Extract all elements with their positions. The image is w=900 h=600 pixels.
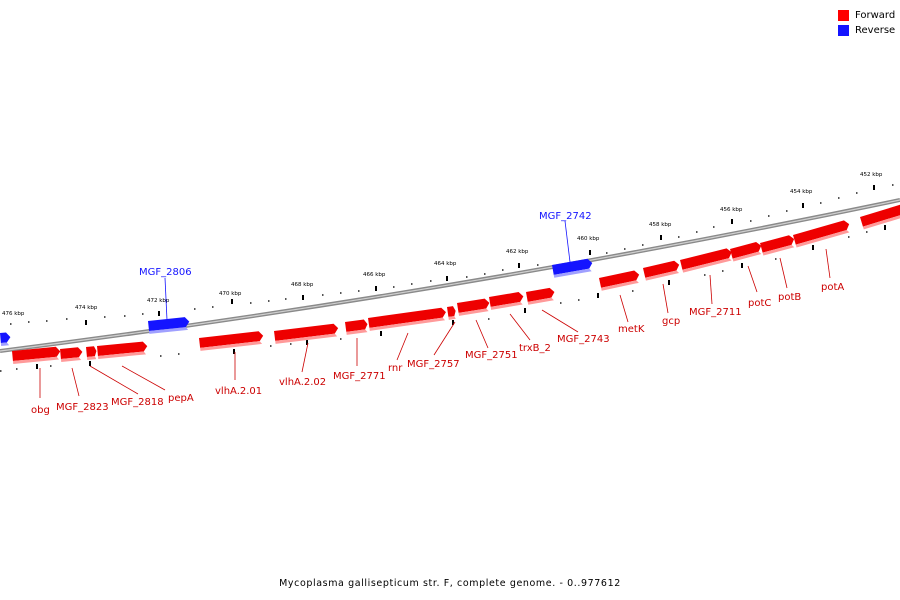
gene-pota[interactable] bbox=[793, 219, 851, 248]
scale-label: 466 kbp bbox=[363, 272, 386, 278]
reverse-genes bbox=[0, 258, 594, 346]
gene-label-potb[interactable]: potB bbox=[778, 292, 801, 303]
gene-label-pepa[interactable]: pepA bbox=[168, 393, 194, 404]
gene-mgf-2757[interactable] bbox=[447, 306, 457, 320]
gene-mgf-2711[interactable] bbox=[680, 247, 734, 273]
gene-label-trxb-2[interactable]: trxB_2 bbox=[519, 343, 551, 354]
scale-label: 476 kbp bbox=[2, 311, 25, 317]
gene-mgf-2751[interactable] bbox=[457, 298, 491, 316]
gene-label-mgf-2806[interactable]: MGF_2806 bbox=[139, 267, 192, 278]
gene-label-rnr[interactable]: rnr bbox=[388, 363, 403, 374]
scale-label: 454 kbp bbox=[790, 189, 813, 195]
gene-label-mgf-2742[interactable]: MGF_2742 bbox=[539, 211, 592, 222]
gene-pepa[interactable] bbox=[97, 341, 148, 359]
scale-label: 462 kbp bbox=[506, 249, 529, 255]
gene-label-mgf-2818[interactable]: MGF_2818 bbox=[111, 397, 164, 408]
gene-vlha-2-02[interactable] bbox=[274, 323, 339, 344]
genome-caption: Mycoplasma gallisepticum str. F, complet… bbox=[279, 578, 621, 589]
scale-label: 452 kbp bbox=[860, 172, 883, 178]
scale-label: 460 kbp bbox=[577, 236, 600, 242]
gene-rnr[interactable] bbox=[368, 307, 447, 331]
gene-mgf-2823[interactable] bbox=[60, 347, 83, 362]
reverse-swatch bbox=[838, 25, 849, 36]
gene-mgf-2818[interactable] bbox=[86, 346, 97, 360]
legend-forward-label: Forward bbox=[855, 10, 896, 21]
gene-obg[interactable] bbox=[12, 346, 61, 364]
scale-label: 474 kbp bbox=[75, 305, 98, 311]
gene-label-gcp[interactable]: gcp bbox=[662, 316, 680, 327]
forward-swatch bbox=[838, 10, 849, 21]
legend-reverse-label: Reverse bbox=[855, 25, 896, 36]
gene-mgf-2742[interactable] bbox=[552, 258, 594, 278]
gene-label-vlha-2-02[interactable]: vlhA.2.02 bbox=[279, 377, 326, 388]
scale-label: 456 kbp bbox=[720, 207, 743, 213]
scale-label: 470 kbp bbox=[219, 291, 242, 297]
gene-label-mgf-2711[interactable]: MGF_2711 bbox=[689, 307, 742, 318]
scale-label: 464 kbp bbox=[434, 261, 457, 267]
legend-reverse: Reverse bbox=[838, 23, 895, 38]
scale-label: 458 kbp bbox=[649, 222, 672, 228]
forward-genes bbox=[12, 203, 900, 364]
leader-lines bbox=[39, 248, 831, 398]
scale-ticks-upper bbox=[10, 184, 894, 325]
gene-gcp[interactable] bbox=[643, 260, 681, 281]
gene-mgf-2806[interactable] bbox=[148, 317, 190, 334]
genome-backbone bbox=[0, 198, 900, 353]
legend-forward: Forward bbox=[838, 8, 895, 23]
gene-mgf-2743[interactable] bbox=[526, 287, 556, 305]
gene-label-mgf-2751[interactable]: MGF_2751 bbox=[465, 350, 518, 361]
gene-label-mgf-2757[interactable]: MGF_2757 bbox=[407, 359, 460, 370]
legend: Forward Reverse bbox=[838, 8, 895, 38]
gene-potb[interactable] bbox=[760, 234, 796, 256]
scale-label: 468 kbp bbox=[291, 282, 314, 288]
gene-label-pota[interactable]: potA bbox=[821, 282, 844, 293]
gene-trxb-2[interactable] bbox=[489, 291, 525, 310]
scale-label: 472 kbp bbox=[147, 298, 170, 304]
gene-partial-right[interactable] bbox=[860, 203, 900, 230]
gene-potc[interactable] bbox=[730, 241, 763, 262]
gene-label-mgf-2771[interactable]: MGF_2771 bbox=[333, 371, 386, 382]
gene-label-mgf-2743[interactable]: MGF_2743 bbox=[557, 334, 610, 345]
gene-mgf-2771[interactable] bbox=[345, 319, 369, 335]
gene-label-obg[interactable]: obg bbox=[31, 405, 50, 416]
gene-metk[interactable] bbox=[599, 270, 641, 291]
gene-vlha-2-01[interactable] bbox=[199, 331, 264, 351]
leader-lines-reverse bbox=[164, 220, 571, 321]
gene-label-mgf-2823[interactable]: MGF_2823 bbox=[56, 402, 109, 413]
scale-ticks-lower bbox=[0, 225, 886, 372]
gene-label-metk[interactable]: metK bbox=[618, 324, 645, 335]
gene-label-potc[interactable]: potC bbox=[748, 298, 771, 309]
gene-partial-left[interactable] bbox=[0, 332, 11, 346]
gene-label-vlha-2-01[interactable]: vlhA.2.01 bbox=[215, 386, 262, 397]
genome-backbone-highlight bbox=[0, 199, 900, 352]
